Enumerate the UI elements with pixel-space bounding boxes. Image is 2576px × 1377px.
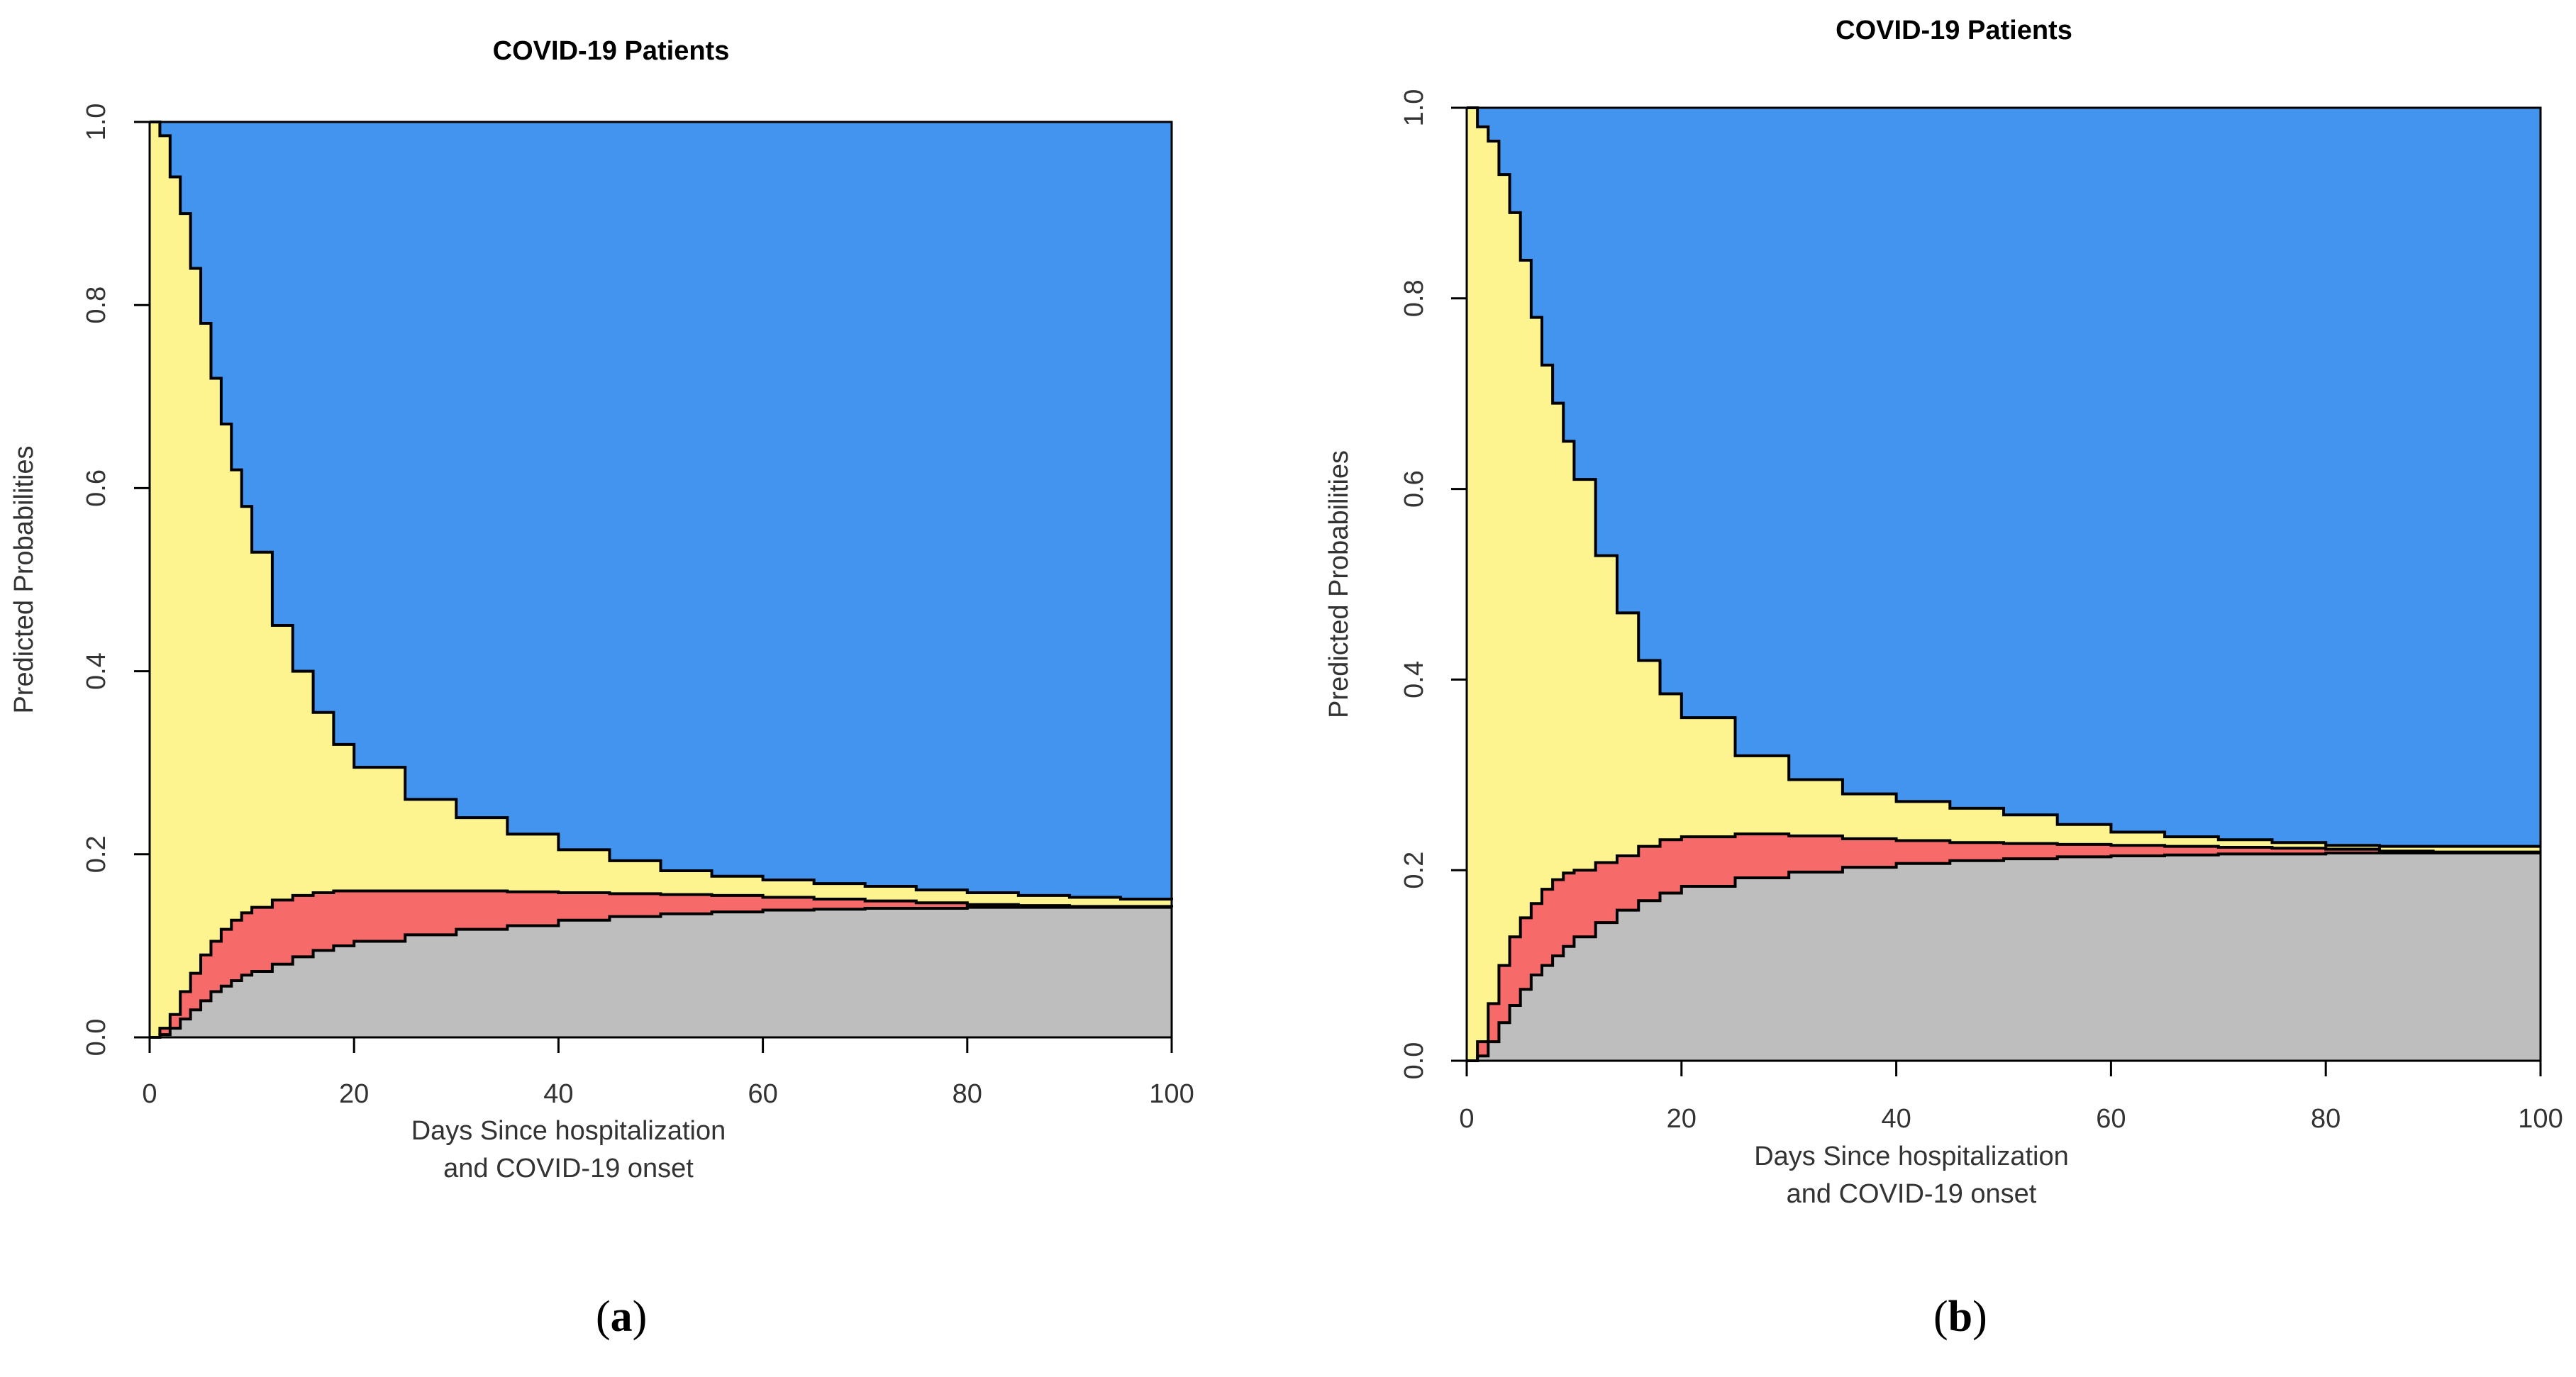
caption-b-close: ) — [1972, 1293, 1987, 1341]
y-tick-label: 0.4 — [82, 652, 111, 690]
y-tick-label: 1.0 — [82, 104, 111, 141]
caption-a-close: ) — [632, 1293, 648, 1341]
x-tick-label: 60 — [2096, 1104, 2126, 1134]
chart-title: COVID-19 Patients — [493, 36, 730, 66]
y-tick-label: 0.2 — [82, 835, 111, 873]
x-tick-label: 60 — [748, 1079, 777, 1109]
chart-a-svg: COVID-19 Patients 0 20 40 60 80 100 Days Since … — [9, 36, 1194, 1183]
caption-a-open: ( — [596, 1293, 611, 1341]
y-tick-label: 0.0 — [82, 1019, 111, 1057]
boundary-line-red — [1467, 832, 2541, 1062]
y-tick-label: 0.4 — [1399, 661, 1429, 698]
boundary-line-red — [150, 889, 1173, 1039]
x-tick-label: 0 — [1459, 1104, 1474, 1134]
caption-b-letter: b — [1948, 1293, 1973, 1341]
area-yellow — [150, 122, 1172, 1037]
x-tick-label: 40 — [1881, 1104, 1911, 1134]
boundary-line-gray — [150, 905, 1172, 1039]
chart-title: COVID-19 Patients — [1836, 16, 2072, 45]
area-yellow — [1467, 108, 2541, 1061]
caption-a-letter: a — [610, 1293, 633, 1341]
x-tick-label: 20 — [1667, 1104, 1697, 1134]
x-tick-label: 0 — [142, 1079, 157, 1109]
chart-panel-a: COVID-19 Patients 0 20 40 60 80 100 Days Since … — [0, 0, 1277, 1377]
area-gray — [1467, 853, 2541, 1061]
y-axis-label: Predicted Probabilities — [9, 445, 39, 713]
x-axis-label-line: and COVID-19 onset — [1787, 1179, 2037, 1209]
x-axis-label-line: Days Since hospitalization — [411, 1116, 726, 1146]
x-axis-label-line: Days Since hospitalization — [1754, 1142, 2069, 1171]
y-axis-label: Predicted Probabilities — [1324, 450, 1354, 718]
y-tick-label: 0.2 — [1399, 852, 1429, 889]
y-tick-label: 0.8 — [82, 286, 111, 324]
y-tick-label: 0.0 — [1399, 1042, 1429, 1080]
y-tick-label: 0.8 — [1399, 279, 1429, 317]
chart-b-svg: COVID-19 Patients 0 20 40 60 80 100 Days Since … — [1324, 16, 2563, 1209]
x-tick-label: 100 — [1149, 1079, 1194, 1109]
chart-panel-b: COVID-19 Patients 0 20 40 60 80 100 Days Since … — [1277, 0, 2576, 1377]
y-tick-label: 0.6 — [1399, 470, 1429, 508]
boundary-line-gray — [1467, 852, 2541, 1062]
caption-b-open: ( — [1933, 1293, 1948, 1341]
x-tick-label: 40 — [543, 1079, 573, 1109]
x-axis-label-line: and COVID-19 onset — [443, 1154, 694, 1183]
y-tick-label: 0.6 — [82, 469, 111, 507]
x-tick-label: 20 — [339, 1079, 369, 1109]
caption-b: (b) — [1933, 1292, 1987, 1342]
x-tick-label: 80 — [2311, 1104, 2341, 1134]
x-tick-label: 80 — [953, 1079, 982, 1109]
boundary-line-yellow — [1467, 106, 2541, 848]
y-tick-label: 1.0 — [1399, 89, 1429, 127]
boundary-line-yellow — [150, 121, 1173, 901]
caption-a: (a) — [596, 1292, 647, 1342]
x-tick-label: 100 — [2518, 1104, 2563, 1134]
